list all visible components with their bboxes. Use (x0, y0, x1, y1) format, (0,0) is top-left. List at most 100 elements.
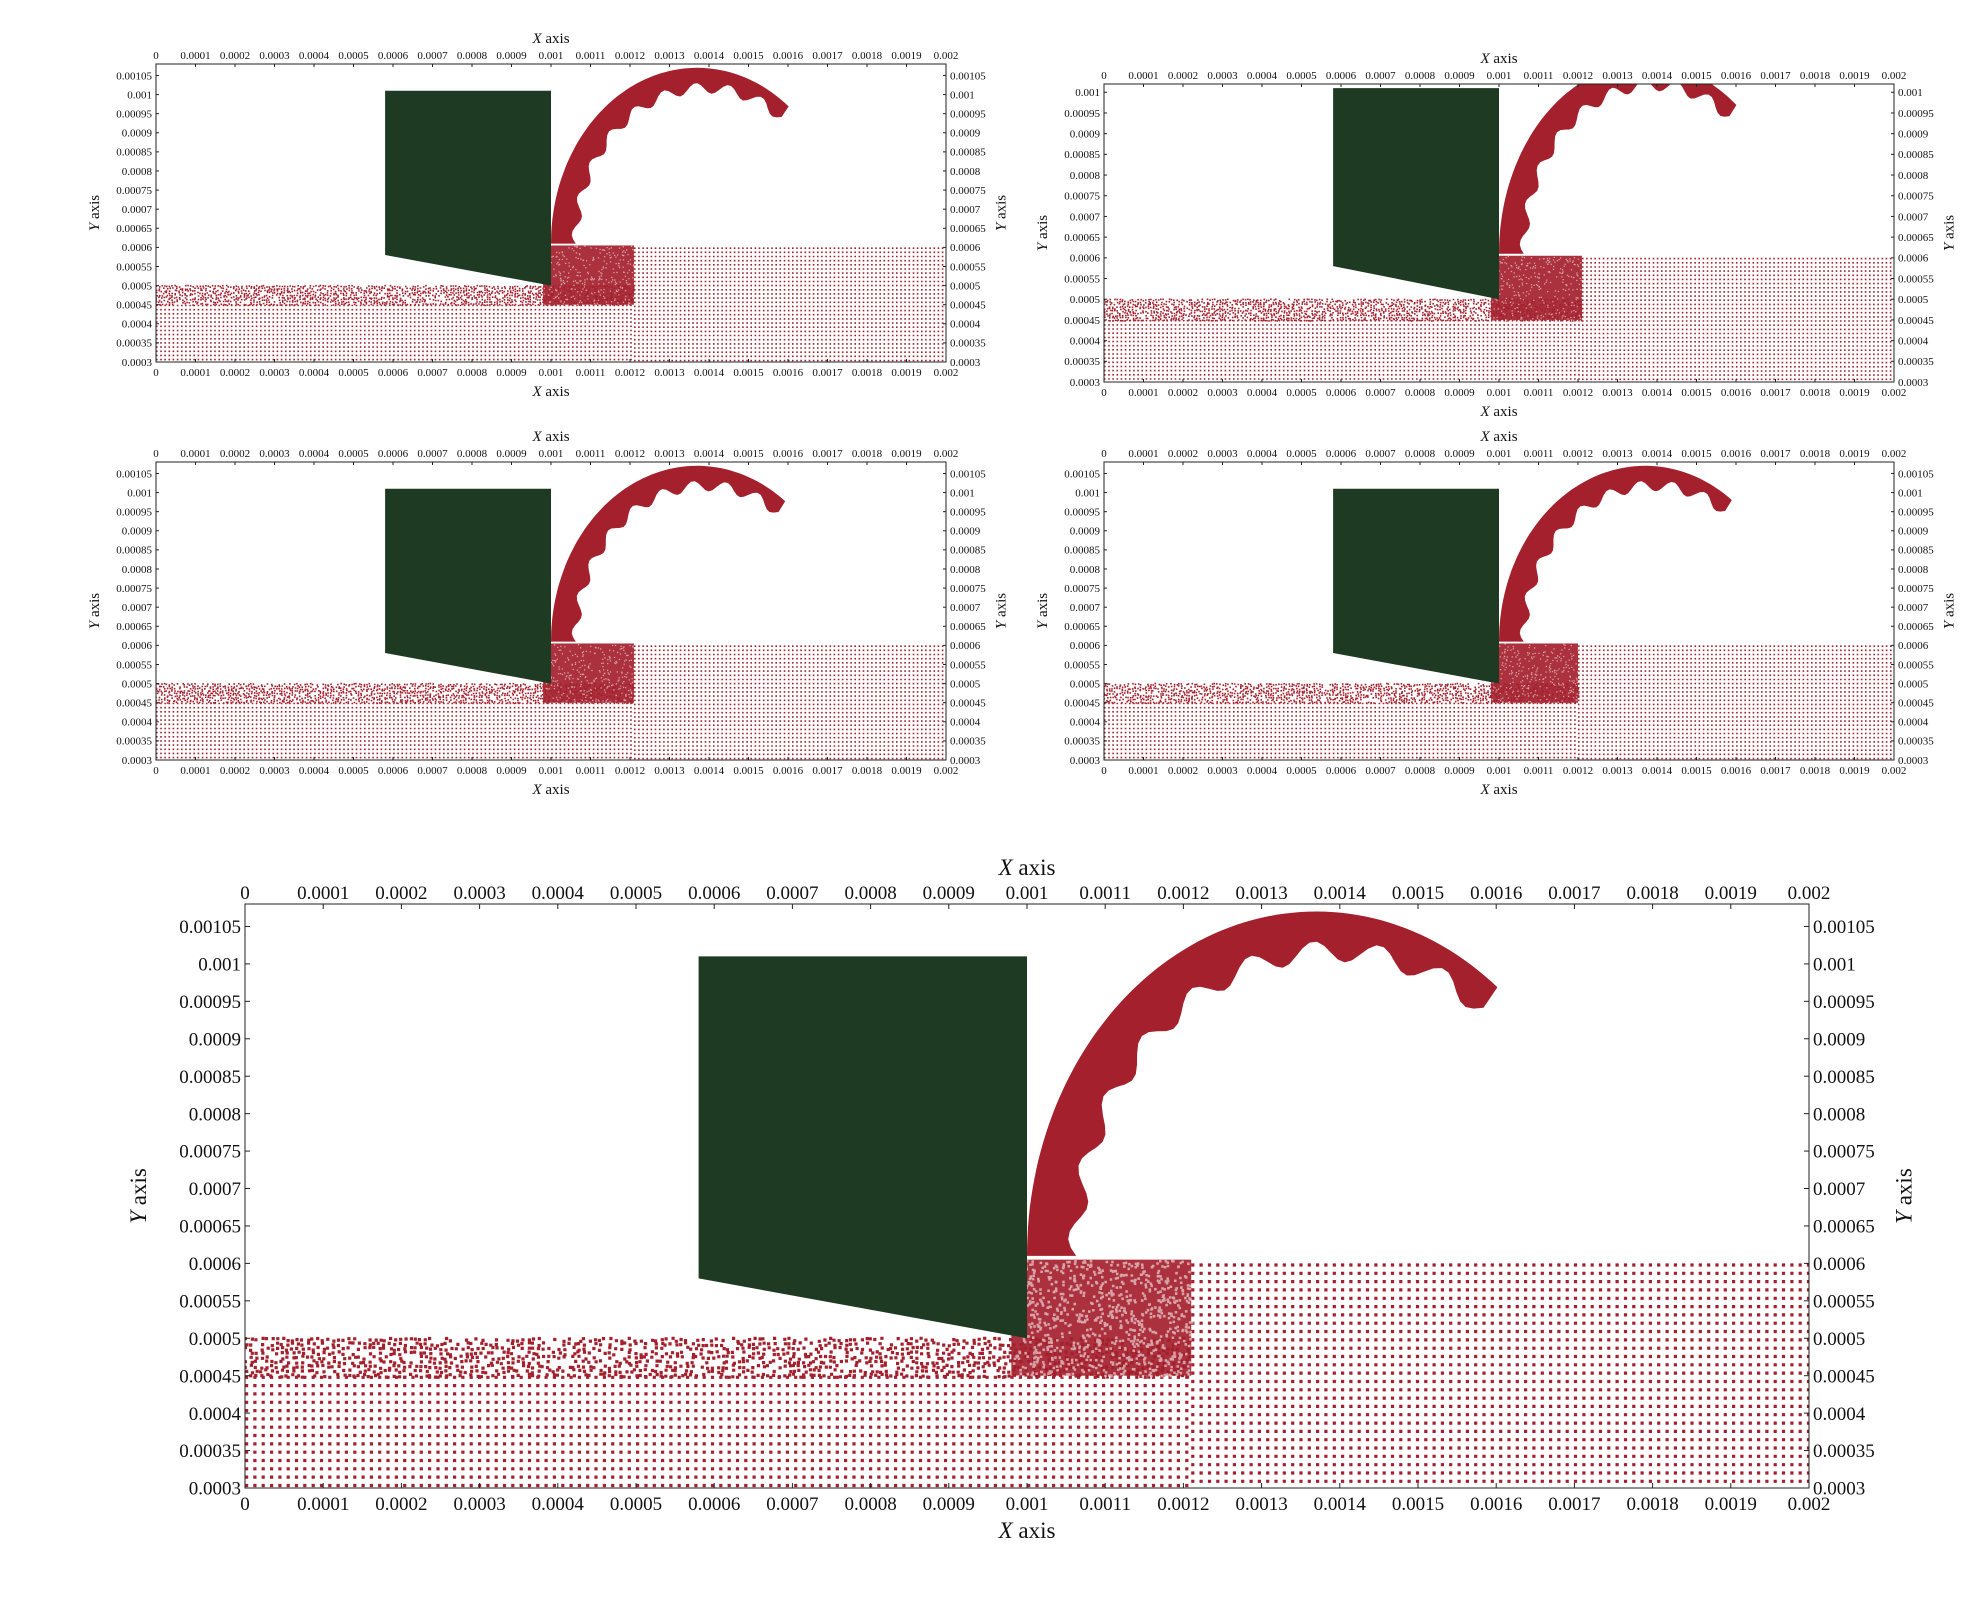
chip-particles (1011, 911, 1498, 1379)
x-tick-label-bottom: 0.0012 (615, 367, 645, 379)
x-tick-label-bottom: 0.0008 (457, 367, 488, 379)
y-tick-label-right: 0.00045 (1813, 1366, 1875, 1387)
y-tick-label-left: 0.0008 (189, 1104, 241, 1125)
y-tick-label-left: 0.0007 (189, 1179, 241, 1200)
x-tick-label-bottom: 0.0005 (338, 367, 369, 379)
y-tick-label-left: 0.0007 (122, 204, 153, 216)
x-tick-label-bottom: 0.0002 (1168, 387, 1198, 399)
y-tick-label-left: 0.001 (1075, 487, 1100, 499)
y-tick-label-left: 0.0005 (1070, 678, 1101, 690)
y-tick-label-left: 0.0008 (1070, 170, 1101, 182)
x-tick-label-bottom: 0.0013 (1602, 765, 1633, 777)
y-tick-label-left: 0.00095 (179, 992, 241, 1013)
x-tick-label-top: 0.0001 (1128, 448, 1158, 460)
x-tick-label-top: 0 (1101, 70, 1107, 82)
y-tick-label-left: 0.0004 (1070, 717, 1101, 729)
x-tick-label-top: 0.0005 (338, 448, 369, 460)
x-tick-label-bottom: 0.0016 (1470, 1494, 1522, 1515)
y-tick-label-left: 0.0004 (122, 717, 153, 729)
x-tick-label-bottom: 0.0015 (1392, 1494, 1444, 1515)
y-tick-label-left: 0.00085 (1064, 149, 1100, 161)
cutting-tool (698, 956, 1027, 1339)
y-tick-label-right: 0.0004 (1813, 1404, 1866, 1425)
x-tick-label-top: 0.0014 (1314, 883, 1367, 904)
y-tick-label-right: 0.00035 (950, 736, 986, 748)
y-tick-label-right: 0.0008 (1898, 170, 1929, 182)
x-tick-label-top: 0.0009 (496, 448, 527, 460)
x-tick-label-top: 0.0007 (417, 448, 448, 460)
y-tick-label-left: 0.001 (127, 89, 152, 101)
y-tick-label-left: 0.0005 (122, 280, 153, 292)
x-tick-label-bottom: 0.0002 (375, 1494, 427, 1515)
x-tick-label-top: 0.0005 (1286, 70, 1317, 82)
x-tick-label-top: 0.0006 (378, 50, 409, 62)
x-tick-label-top: 0.001 (539, 448, 564, 460)
x-tick-label-bottom: 0.0001 (180, 765, 210, 777)
x-tick-label-top: 0.0011 (576, 50, 606, 62)
y-tick-label-left: 0.00035 (116, 338, 152, 350)
y-tick-label-right: 0.0005 (1813, 1329, 1865, 1350)
y-tick-label-right: 0.00065 (1813, 1217, 1875, 1238)
y-tick-label-right: 0.00035 (1813, 1441, 1875, 1462)
y-tick-label-right: 0.00075 (1813, 1142, 1875, 1163)
y-tick-label-right: 0.0003 (1898, 377, 1929, 389)
x-tick-label-top: 0.0012 (1157, 883, 1209, 904)
x-tick-label-top: 0.0008 (844, 883, 896, 904)
y-tick-label-left: 0.0003 (122, 755, 153, 767)
y-tick-label-right: 0.0005 (950, 678, 981, 690)
x-tick-label-bottom: 0 (1101, 765, 1107, 777)
chart-svg: 000.00010.00010.00020.00020.00030.00030.… (126, 855, 1916, 1543)
y-tick-label-left: 0.00075 (179, 1142, 241, 1163)
plot-area (1104, 465, 1892, 760)
y-tick-label-left: 0.00105 (116, 70, 152, 82)
y-tick-label-right: 0.00095 (1813, 992, 1875, 1013)
x-tick-label-bottom: 0.0008 (457, 765, 488, 777)
x-tick-label-top: 0.0012 (615, 50, 645, 62)
x-tick-label-bottom: 0.0015 (733, 765, 764, 777)
y-tick-label-left: 0.00055 (116, 261, 152, 273)
y-tick-label-right: 0.00075 (950, 185, 986, 197)
y-tick-label-left: 0.00055 (116, 659, 152, 671)
y-tick-label-right: 0.0006 (1898, 640, 1929, 652)
x-tick-label-bottom: 0.0016 (773, 367, 804, 379)
x-tick-label-top: 0.0018 (1800, 70, 1831, 82)
chart-panel-middle-right: 0 0 0.0001 0.0001 0.0002 0.0002 0.0003 0.0003 0.… (1008, 418, 1986, 814)
y-tick-label-right: 0.00095 (950, 507, 986, 519)
workpiece-particles (156, 247, 946, 362)
x-tick-label-top: 0.0016 (773, 448, 804, 460)
y-tick-label-left: 0.00085 (116, 545, 152, 557)
y-tick-label-right: 0.00065 (1898, 621, 1934, 633)
x-tick-label-top: 0.002 (1882, 448, 1907, 460)
x-tick-label-bottom: 0.0016 (1721, 765, 1752, 777)
x-tick-label-bottom: 0.0006 (378, 367, 409, 379)
y-tick-label-left: 0.0006 (189, 1254, 241, 1275)
x-tick-label-bottom: 0.0017 (1760, 387, 1791, 399)
y-tick-label-right: 0.00075 (1898, 191, 1934, 203)
x-tick-label-bottom: 0.0018 (852, 765, 883, 777)
y-tick-label-right: 0.0004 (950, 319, 981, 331)
y-tick-label-right: 0.00075 (1898, 583, 1934, 595)
x-tick-label-top: 0.0017 (812, 448, 843, 460)
x-tick-label-bottom: 0.0017 (812, 367, 843, 379)
x-tick-label-top: 0.0002 (220, 50, 250, 62)
y-axis-label-left: Y axis (126, 1168, 151, 1224)
y-tick-label-right: 0.0005 (950, 280, 981, 292)
x-tick-label-top: 0.0002 (375, 883, 427, 904)
x-tick-label-top: 0.0001 (1128, 70, 1158, 82)
x-tick-label-bottom: 0.002 (1882, 387, 1907, 399)
x-tick-label-bottom: 0.0013 (654, 367, 685, 379)
x-tick-label-top: 0.0008 (457, 50, 488, 62)
y-tick-label-right: 0.00085 (1898, 149, 1934, 161)
y-tick-label-left: 0.00045 (116, 698, 152, 710)
x-tick-label-top: 0.0015 (1681, 70, 1712, 82)
x-tick-label-top: 0.002 (934, 448, 959, 460)
y-tick-label-right: 0.0005 (1898, 294, 1929, 306)
x-tick-label-top: 0 (153, 448, 159, 460)
x-tick-label-top: 0.0011 (576, 448, 606, 460)
x-tick-label-top: 0.0013 (654, 448, 685, 460)
y-tick-label-right: 0.0007 (950, 204, 981, 216)
x-axis-label-top: X axis (1479, 51, 1517, 67)
y-tick-label-left: 0.0009 (189, 1029, 241, 1050)
x-tick-label-bottom: 0.0015 (1681, 765, 1712, 777)
y-axis-label-left: Y axis (1035, 215, 1051, 251)
